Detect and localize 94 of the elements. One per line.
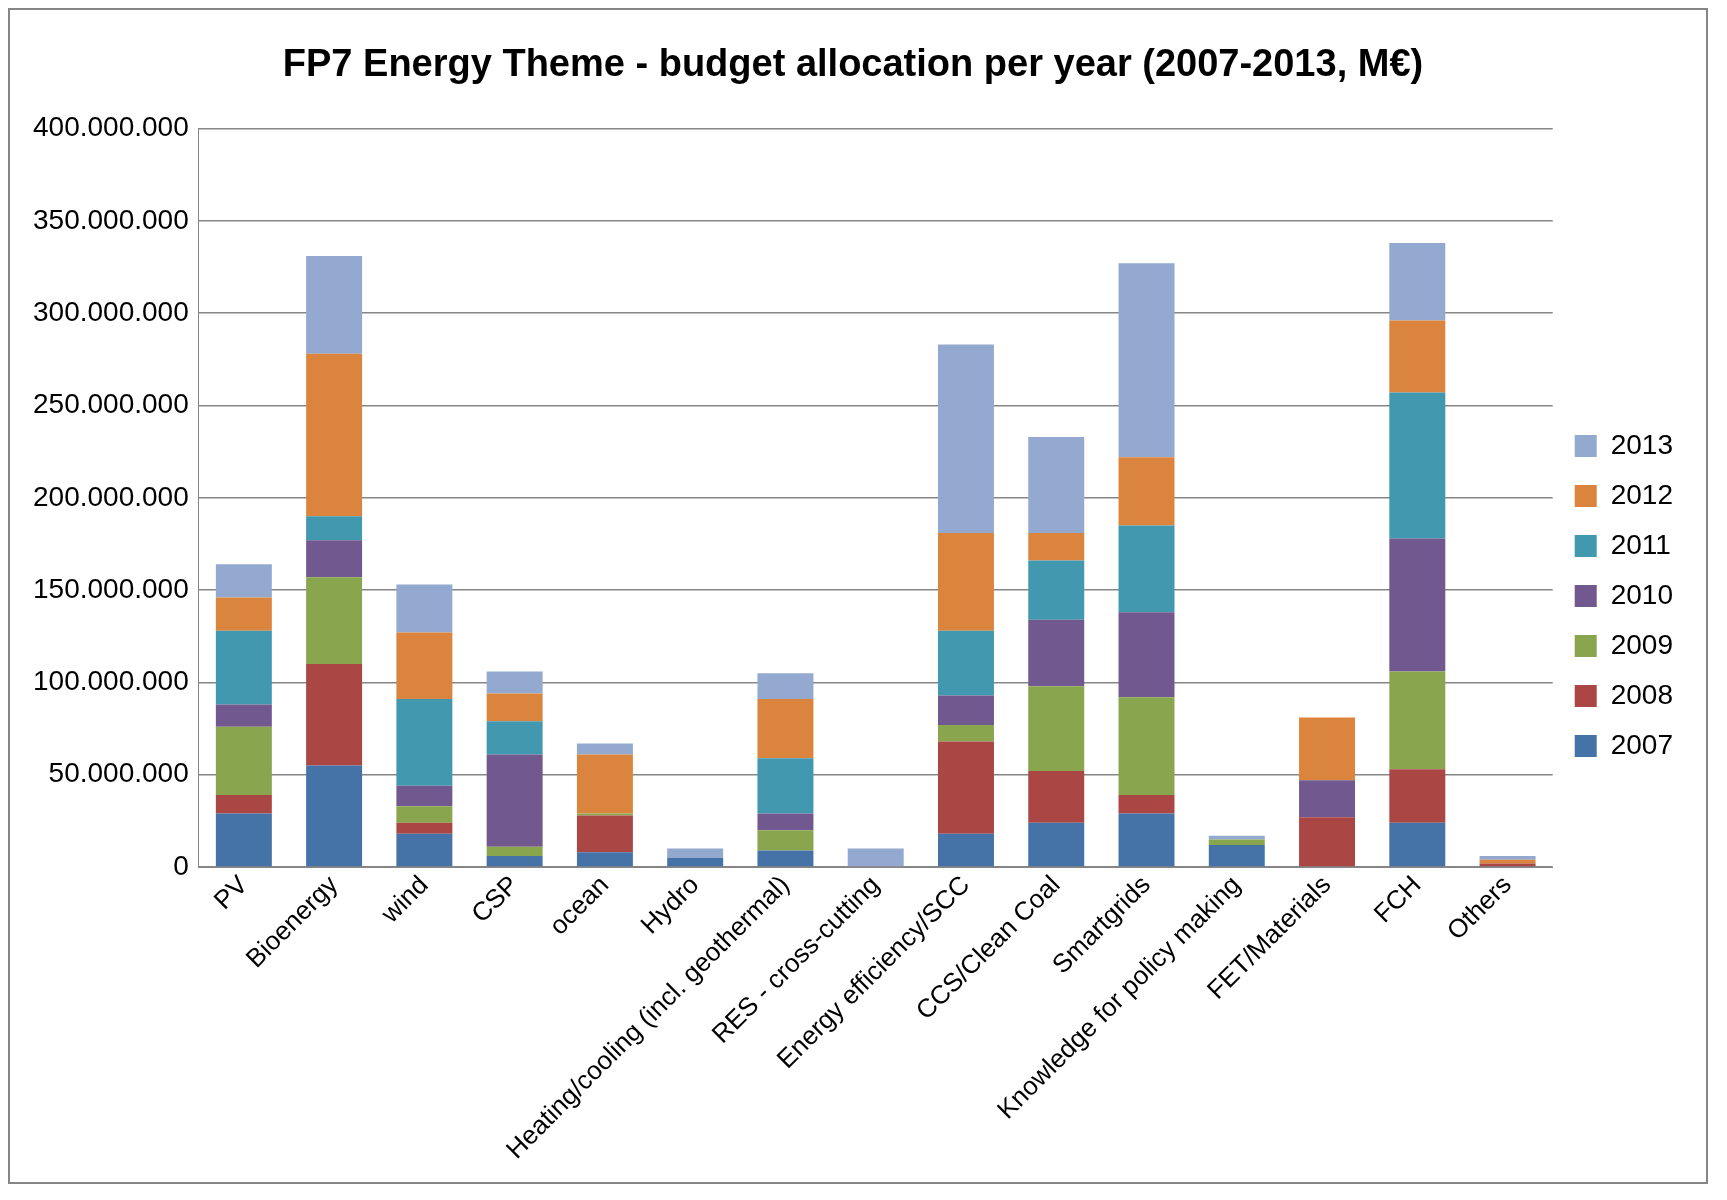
bar bbox=[1389, 671, 1446, 770]
bar bbox=[1118, 263, 1175, 458]
bar bbox=[486, 754, 543, 847]
bar bbox=[1028, 619, 1085, 687]
bar bbox=[757, 850, 814, 867]
bar bbox=[215, 597, 272, 631]
bar bbox=[576, 743, 633, 755]
y-tick-label: 350.000.000 bbox=[32, 203, 189, 235]
bar bbox=[1028, 686, 1085, 772]
bar bbox=[937, 344, 994, 533]
bar bbox=[1299, 817, 1356, 867]
bar bbox=[396, 632, 453, 700]
legend-label: 2010 bbox=[1610, 578, 1674, 610]
bar bbox=[215, 630, 272, 705]
bar bbox=[486, 855, 543, 867]
legend-label: 2007 bbox=[1610, 728, 1674, 760]
bar bbox=[1118, 697, 1175, 796]
bar bbox=[1028, 771, 1085, 823]
bar bbox=[1299, 780, 1356, 818]
legend-label: 2012 bbox=[1610, 478, 1674, 510]
bar bbox=[396, 699, 453, 786]
bar bbox=[1389, 822, 1446, 867]
y-tick-label: 0 bbox=[173, 849, 189, 881]
x-tick-label: PV bbox=[207, 868, 254, 915]
bar bbox=[396, 833, 453, 867]
bar bbox=[576, 754, 633, 814]
bar bbox=[1389, 320, 1446, 393]
bar bbox=[486, 846, 543, 856]
bar bbox=[847, 848, 904, 867]
bar bbox=[1028, 532, 1085, 561]
bar bbox=[215, 704, 272, 727]
bar bbox=[306, 516, 363, 541]
bar bbox=[576, 852, 633, 867]
bar bbox=[757, 673, 814, 700]
bar bbox=[215, 795, 272, 814]
y-tick-label: 50.000.000 bbox=[48, 757, 189, 789]
bar bbox=[937, 724, 994, 742]
bar bbox=[486, 671, 543, 694]
bar bbox=[1389, 538, 1446, 672]
bar bbox=[1028, 822, 1085, 867]
bar bbox=[1208, 839, 1265, 845]
bar bbox=[306, 255, 363, 354]
bar bbox=[1479, 863, 1536, 867]
bar bbox=[486, 693, 543, 722]
bar bbox=[757, 699, 814, 759]
bar bbox=[1389, 769, 1446, 823]
bar bbox=[937, 741, 994, 834]
bar bbox=[1118, 813, 1175, 867]
bar bbox=[306, 663, 363, 766]
y-tick-label: 200.000.000 bbox=[32, 480, 189, 512]
bar bbox=[937, 833, 994, 867]
bar bbox=[215, 726, 272, 796]
bar bbox=[396, 584, 453, 633]
y-tick-label: 400.000.000 bbox=[32, 111, 189, 143]
bar bbox=[306, 765, 363, 867]
bar bbox=[1208, 844, 1265, 867]
bar bbox=[757, 830, 814, 851]
bar bbox=[1028, 436, 1085, 533]
legend-label: 2009 bbox=[1610, 628, 1674, 660]
bar bbox=[1118, 457, 1175, 526]
bar bbox=[396, 785, 453, 807]
y-tick-label: 300.000.000 bbox=[32, 295, 189, 327]
bar bbox=[306, 540, 363, 578]
y-tick-label: 250.000.000 bbox=[32, 388, 189, 420]
bar bbox=[215, 564, 272, 598]
bar bbox=[306, 353, 363, 517]
bar bbox=[757, 758, 814, 814]
bar bbox=[486, 721, 543, 755]
bar bbox=[1118, 525, 1175, 613]
bar bbox=[215, 813, 272, 867]
bar bbox=[667, 848, 724, 858]
bar bbox=[396, 822, 453, 834]
x-tick-label: CSP bbox=[464, 869, 524, 929]
bar bbox=[937, 630, 994, 696]
bar bbox=[757, 813, 814, 831]
bar bbox=[1299, 717, 1356, 781]
bar bbox=[1028, 560, 1085, 620]
legend-label: 2013 bbox=[1610, 428, 1674, 460]
y-tick-label: 100.000.000 bbox=[32, 665, 189, 697]
bar bbox=[1118, 612, 1175, 698]
chart-title: FP7 Energy Theme - budget allocation per year (2007-2013, M€) bbox=[282, 42, 1424, 85]
bar bbox=[396, 806, 453, 823]
y-tick-label: 150.000.000 bbox=[32, 572, 189, 604]
bar bbox=[667, 857, 724, 867]
bar bbox=[1479, 855, 1536, 860]
bar bbox=[937, 695, 994, 725]
legend-label: 2008 bbox=[1610, 678, 1674, 710]
bar bbox=[937, 532, 994, 631]
bar bbox=[306, 577, 363, 664]
bar bbox=[576, 815, 633, 853]
bar bbox=[1389, 243, 1446, 321]
legend-label: 2011 bbox=[1610, 528, 1671, 560]
bar bbox=[1118, 795, 1175, 814]
bar bbox=[1389, 392, 1446, 539]
